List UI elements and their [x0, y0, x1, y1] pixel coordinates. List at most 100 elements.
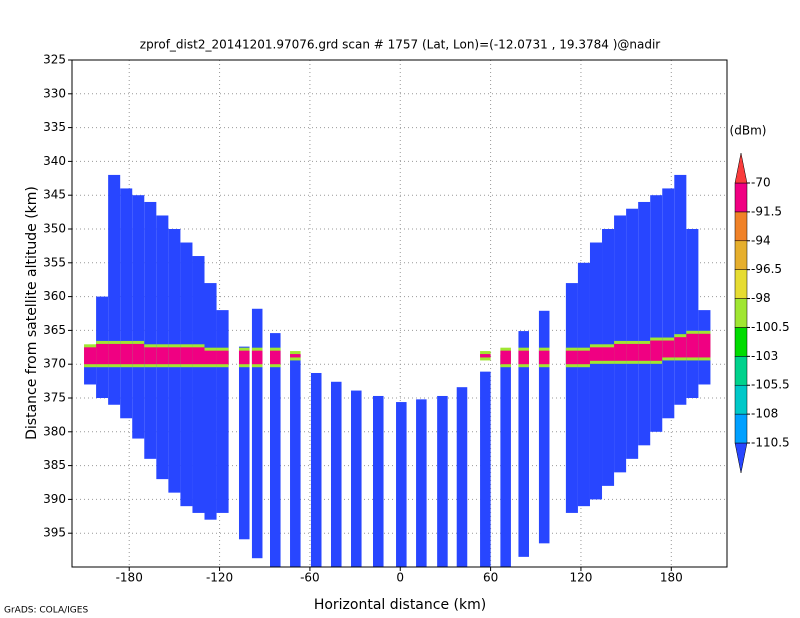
bright-band — [686, 333, 699, 358]
bright-band — [168, 347, 181, 365]
profile-column — [518, 331, 529, 557]
profile-column — [589, 242, 603, 500]
bright-band — [698, 333, 711, 358]
profile-column — [372, 395, 384, 567]
x-tick-label: -180 — [116, 571, 143, 585]
bright-band — [132, 343, 145, 365]
profile-column — [577, 262, 590, 507]
colorbar-segment — [734, 269, 748, 299]
y-axis-label: Distance from satellite altitude (km) — [24, 186, 40, 440]
bright-band — [204, 350, 217, 365]
profile-column — [416, 399, 427, 567]
profile-column — [662, 188, 675, 419]
y-tick-label: 330 — [43, 86, 66, 100]
bright-band — [577, 350, 590, 365]
colorbar-segment — [734, 211, 748, 242]
y-tick-label: 335 — [43, 120, 66, 134]
x-tick-label: -120 — [206, 571, 233, 585]
profile-column — [144, 201, 157, 459]
y-tick-label: 365 — [43, 323, 66, 337]
bright-band — [216, 350, 229, 365]
y-tick-label: 345 — [43, 188, 66, 202]
profile-column — [310, 372, 322, 567]
bright-band — [108, 343, 121, 365]
colorbar-tick-label: -105.5 — [751, 378, 790, 392]
profile-column — [290, 354, 301, 567]
bright-band — [120, 343, 133, 365]
bright-band — [192, 347, 205, 365]
bright-band — [626, 343, 639, 361]
y-tick-label: 350 — [43, 222, 66, 236]
profile-column — [132, 195, 145, 439]
colorbar-segment — [734, 152, 748, 184]
y-tick-label: 390 — [43, 492, 66, 506]
colorbar-tick-label: -98 — [751, 291, 771, 305]
y-tick-label: 380 — [43, 424, 66, 438]
bright-band — [84, 347, 97, 365]
bright-band — [480, 354, 491, 358]
bright-band — [614, 343, 627, 361]
colorbar-tick-label: -110.5 — [751, 436, 790, 450]
colorbar-tick-label: -108 — [751, 407, 778, 421]
colorbar-segment — [734, 413, 748, 444]
profile-column — [351, 390, 362, 567]
x-tick-label: 0 — [396, 571, 404, 585]
profile-column — [238, 346, 250, 540]
profile-column — [437, 395, 448, 567]
bright-band — [144, 347, 157, 365]
colorbar-segment — [734, 298, 748, 328]
profile-column — [396, 402, 407, 567]
plot-area — [72, 59, 727, 567]
y-tick-label: 375 — [43, 391, 66, 405]
x-tick-label: -60 — [300, 571, 320, 585]
colorbar-segment — [734, 384, 748, 415]
profile-column — [204, 283, 217, 520]
profile-column — [216, 310, 229, 513]
colorbar-segment — [734, 182, 748, 213]
profile-column — [192, 256, 205, 513]
profile-column — [565, 283, 578, 513]
bright-band — [270, 350, 281, 365]
profile-column — [251, 308, 263, 559]
bright-band — [518, 350, 529, 365]
profile-column — [270, 333, 281, 567]
bright-band — [674, 337, 687, 358]
bright-band — [180, 347, 193, 365]
profile-column — [674, 174, 687, 405]
bright-band — [565, 350, 578, 365]
colorbar-tick-label: -91.5 — [751, 204, 782, 218]
colorbar-tick-label: -94 — [751, 233, 771, 247]
colorbar-segment — [734, 327, 748, 357]
bright-band — [638, 343, 651, 361]
profile-column — [108, 174, 121, 405]
colorbar-tick-label: -70 — [751, 176, 771, 190]
y-tick-label: 370 — [43, 357, 66, 371]
bright-band — [290, 354, 301, 358]
bright-band — [156, 347, 169, 365]
chart-title: zprof_dist2_20141201.97076.grd scan # 17… — [140, 38, 661, 52]
colorbar-label: (dBm) — [730, 124, 767, 138]
bright-band — [238, 350, 250, 365]
bright-band — [500, 350, 511, 365]
bright-band — [650, 340, 663, 361]
x-tick-label: 180 — [660, 571, 683, 585]
colorbar-segment — [734, 240, 748, 270]
profile-column — [638, 201, 651, 446]
footer: GrADS: COLA/IGES — [4, 606, 88, 616]
colorbar-tick-label: -100.5 — [751, 320, 790, 334]
profile-column — [500, 354, 511, 567]
x-tick-label: 120 — [569, 571, 592, 585]
profile-column — [686, 229, 699, 398]
x-tick-label: 60 — [483, 571, 498, 585]
y-tick-label: 385 — [43, 458, 66, 472]
profile-column — [456, 387, 468, 567]
bright-band — [602, 347, 615, 361]
profile-column — [330, 381, 342, 567]
y-tick-label: 355 — [43, 255, 66, 269]
bright-band — [251, 350, 263, 365]
plot-frame — [71, 59, 728, 568]
bright-band — [589, 347, 603, 361]
bright-band — [96, 343, 109, 365]
y-tick-label: 340 — [43, 154, 66, 168]
